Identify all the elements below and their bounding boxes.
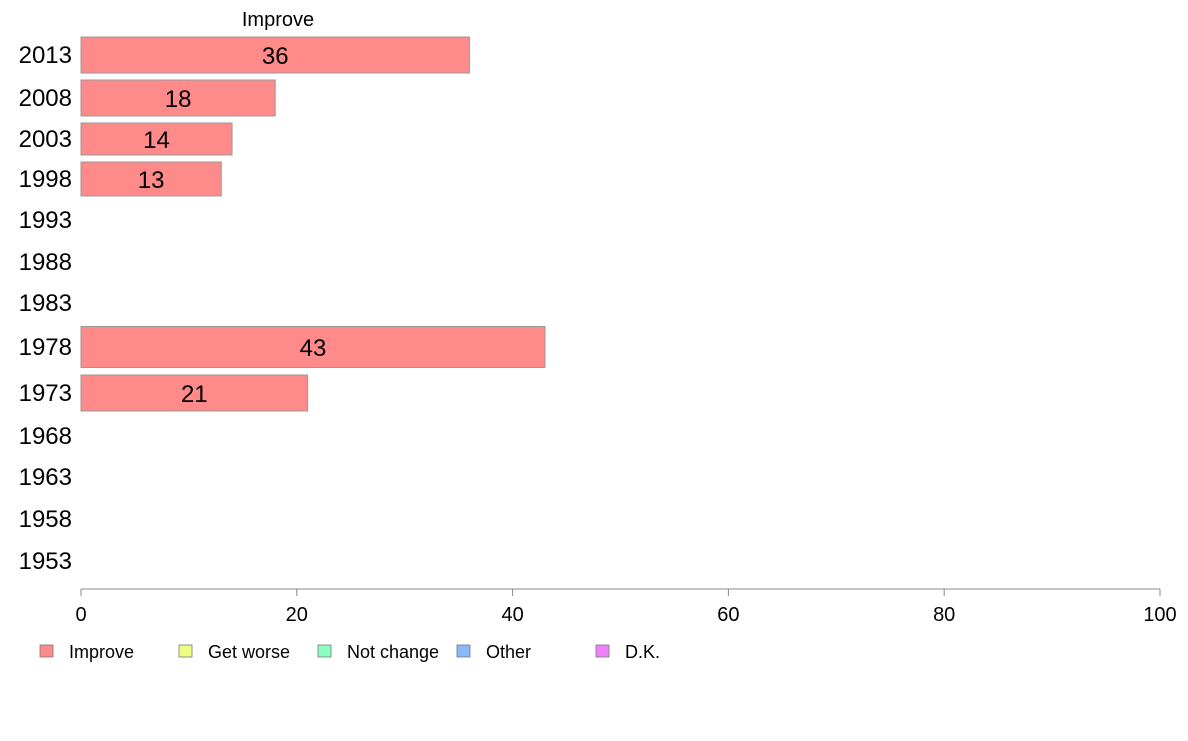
x-tick-label: 0 [75,604,86,626]
legend-swatch [317,644,332,658]
data-label: 43 [300,335,327,362]
y-tick-label: 2013 [19,42,72,69]
legend-swatch [39,644,54,658]
y-tick-label: 1993 [19,207,72,234]
x-tick-label: 80 [933,604,955,626]
legend-swatch [456,644,471,658]
legend-label: Other [486,642,531,662]
y-tick-label: 1978 [19,334,72,361]
bar [80,79,276,117]
data-label: 14 [143,127,170,154]
legend-label: D.K. [625,642,660,662]
bar [80,374,309,412]
data-label: 21 [181,381,208,408]
y-tick-label: 1998 [19,166,72,193]
category-rows: 2013 36 2008 18 2003 14 1998 13 1993 1988 1983 1978… [19,36,546,575]
x-tick-label: 20 [286,604,308,626]
y-tick-label: 1958 [19,506,72,533]
bar [80,326,546,368]
y-tick-label: 1973 [19,380,72,407]
data-label: 36 [262,43,289,70]
data-label: 18 [165,86,192,113]
data-label: 13 [138,167,165,194]
x-tick-label: 100 [1143,604,1176,626]
legend-label: Improve [69,642,134,662]
y-tick-label: 1968 [19,423,72,450]
x-tick-label: 40 [501,604,523,626]
legend: Improve Get worse Not change Other D.K. [39,642,660,662]
y-tick-label: 2008 [19,85,72,112]
x-axis: 0 20 40 60 80 100 [75,588,1177,626]
bar [80,36,470,74]
bar [80,122,233,156]
x-tick-label: 60 [717,604,739,626]
legend-swatch [178,644,193,658]
bar [80,161,222,197]
legend-label: Not change [347,642,439,662]
legend-swatch [595,644,610,658]
y-tick-label: 1953 [19,548,72,575]
y-tick-label: 1988 [19,249,72,276]
y-tick-label: 2003 [19,126,72,153]
y-tick-label: 1963 [19,464,72,491]
legend-label: Get worse [208,642,290,662]
y-tick-label: 1983 [19,290,72,317]
chart-title: Improve [242,9,314,31]
